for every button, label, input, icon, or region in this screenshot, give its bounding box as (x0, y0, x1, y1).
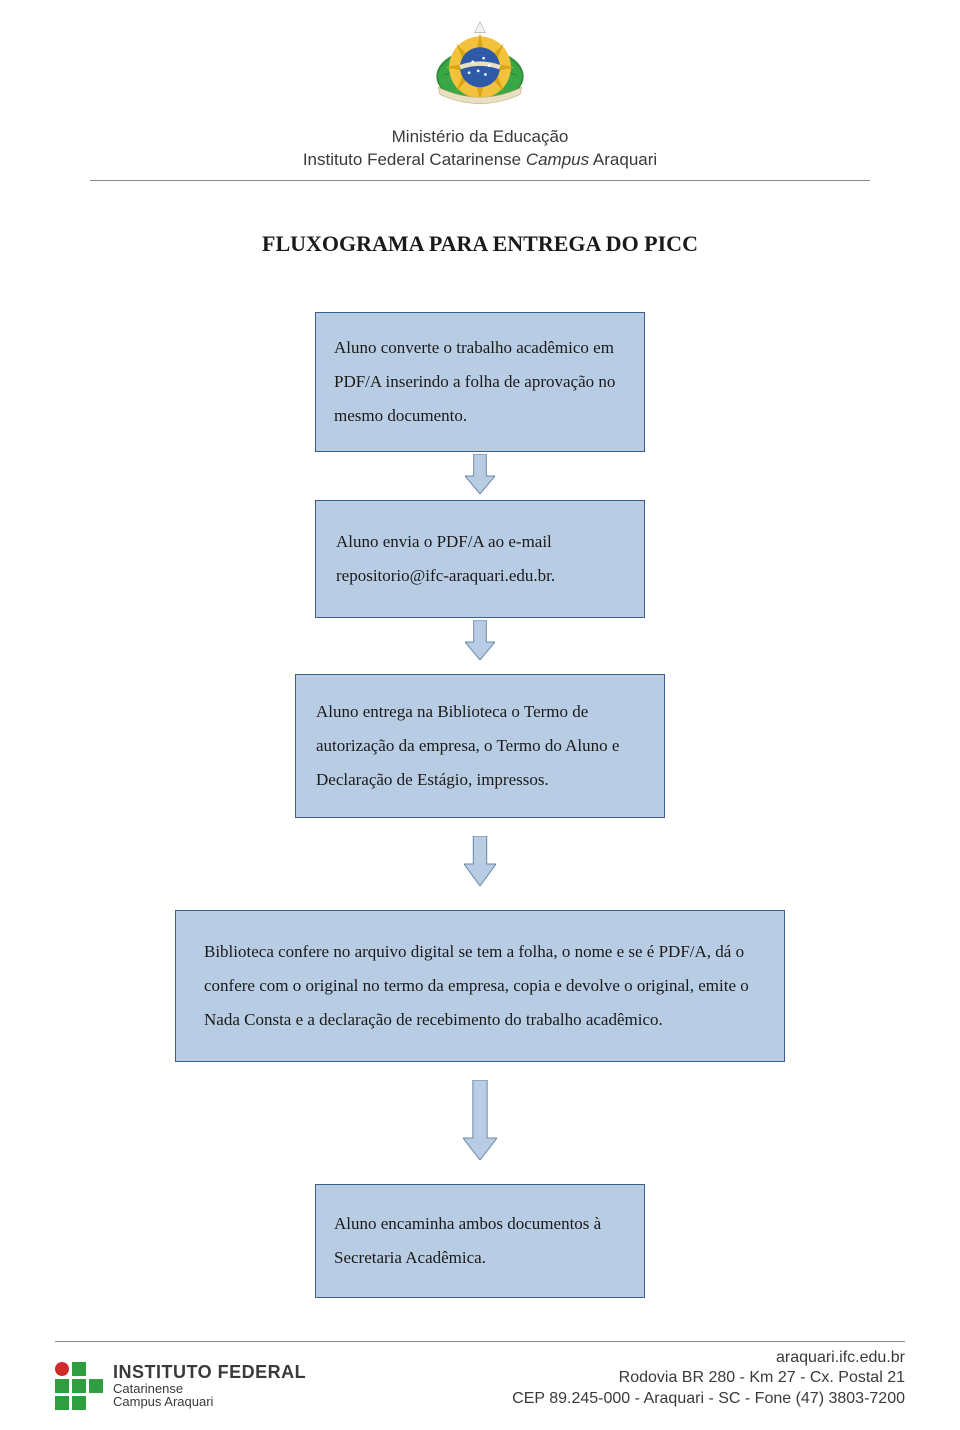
footer-inst-sub2: Campus Araquari (113, 1395, 306, 1409)
page-title: FLUXOGRAMA PARA ENTREGA DO PICC (90, 231, 870, 257)
footer: INSTITUTO FEDERAL Catarinense Campus Ara… (0, 1341, 960, 1410)
header-divider (90, 180, 870, 181)
flow-node: Biblioteca confere no arquivo digital se… (175, 910, 785, 1062)
flow-arrow (463, 1080, 497, 1160)
footer-right: araquari.ifc.edu.br Rodovia BR 280 - Km … (512, 1348, 905, 1410)
header-logo (90, 20, 870, 120)
instituto-federal-logo-icon (55, 1362, 103, 1410)
footer-inst-name: INSTITUTO FEDERAL (113, 1363, 306, 1382)
flow-arrow (464, 836, 496, 886)
header-line1: Ministério da Educação (90, 126, 870, 149)
footer-left: INSTITUTO FEDERAL Catarinense Campus Ara… (55, 1362, 306, 1410)
footer-inst-sub1: Catarinense (113, 1382, 306, 1396)
header-text: Ministério da Educação Instituto Federal… (90, 126, 870, 172)
footer-url: araquari.ifc.edu.br (512, 1348, 905, 1369)
flow-arrow (465, 454, 495, 494)
flow-node: Aluno envia o PDF/A ao e-mail repositori… (315, 500, 645, 618)
footer-address2: CEP 89.245-000 - Araquari - SC - Fone (4… (512, 1389, 905, 1410)
flow-node: Aluno entrega na Biblioteca o Termo de a… (295, 674, 665, 818)
brasao-icon (425, 20, 535, 120)
flow-arrow (465, 620, 495, 660)
footer-address1: Rodovia BR 280 - Km 27 - Cx. Postal 21 (512, 1368, 905, 1389)
header-line2: Instituto Federal Catarinense Campus Ara… (90, 149, 870, 172)
footer-divider (55, 1341, 905, 1342)
flowchart: Aluno converte o trabalho acadêmico em P… (90, 312, 870, 1298)
flow-node: Aluno converte o trabalho acadêmico em P… (315, 312, 645, 452)
flow-node: Aluno encaminha ambos documentos à Secre… (315, 1184, 645, 1298)
